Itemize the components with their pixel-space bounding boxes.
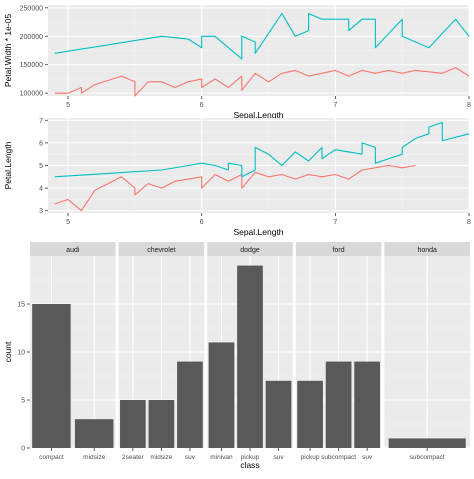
x-tick-label: 5 <box>66 219 70 226</box>
bar-chevrolet-2seater <box>120 400 146 448</box>
y-tick-label: 4 <box>39 186 43 193</box>
x-tick-label: 7 <box>333 102 337 109</box>
x-axis-title: Sepal.Length <box>233 110 283 120</box>
series-line-2 <box>54 12 470 60</box>
x-tick-label: suv <box>185 454 196 461</box>
y-tick-label: 200000 <box>20 34 43 41</box>
y-axis-title: Petal.Width * 1e-05 <box>3 14 13 88</box>
facet-strip <box>30 242 116 256</box>
x-tick-label: 8 <box>467 102 471 109</box>
x-tick-label: minivan <box>210 454 233 461</box>
x-tick-label: 8 <box>467 219 471 226</box>
y-tick-label: 150000 <box>20 62 43 69</box>
x-tick-label: 6 <box>200 219 204 226</box>
x-tick-label: subcompact <box>410 454 445 461</box>
series-line-2 <box>54 121 470 178</box>
y-tick-label: 250000 <box>20 5 43 12</box>
x-tick-label: 6 <box>200 102 204 109</box>
bar-dodge-pickup <box>237 265 263 448</box>
x-axis-title: Sepal.Length <box>233 227 283 237</box>
facet-strip <box>295 242 382 256</box>
x-tick-label: 7 <box>333 219 337 226</box>
facet-strip-label: dodge <box>240 247 260 254</box>
facet-strip <box>207 242 293 256</box>
facet-strip-label: ford <box>333 247 345 254</box>
y-tick-label: 15 <box>17 302 25 309</box>
y-tick-label: 10 <box>17 350 25 357</box>
facet-strip-label: chevrolet <box>147 247 175 254</box>
y-axis-title: Petal.Length <box>3 141 13 189</box>
facet-strip <box>384 242 470 256</box>
bar-honda-subcompact <box>388 438 466 448</box>
x-axis-title: class <box>240 460 259 470</box>
series-line-1 <box>54 67 470 97</box>
bar-dodge-minivan <box>208 342 235 448</box>
bar-ford-pickup <box>297 380 323 448</box>
x-tick-label: subcompact <box>321 454 356 461</box>
bar-chevrolet-midsize <box>148 400 175 448</box>
x-tick-label: 2seater <box>122 454 145 461</box>
facet-strip-label: audi <box>66 247 80 254</box>
y-tick-label: 6 <box>39 140 43 147</box>
x-tick-label: 5 <box>66 102 70 109</box>
x-tick-label: suv <box>362 454 373 461</box>
series-line-1 <box>54 164 416 212</box>
bar-ford-subcompact <box>325 361 352 448</box>
y-tick-label: 7 <box>39 118 43 125</box>
x-tick-label: suv <box>273 454 284 461</box>
x-tick-label: midsize <box>83 454 105 461</box>
bar-dodge-suv <box>265 380 292 448</box>
bar-chevrolet-suv <box>177 361 203 448</box>
bar-audi-compact <box>32 304 71 448</box>
y-axis-title: count <box>3 341 13 362</box>
bar-ford-suv <box>354 361 380 448</box>
x-tick-label: pickup <box>241 454 260 461</box>
x-tick-label: compact <box>39 454 64 461</box>
y-tick-label: 3 <box>39 208 43 215</box>
x-tick-label: pickup <box>301 454 320 461</box>
y-tick-label: 0 <box>21 446 25 453</box>
y-tick-label: 5 <box>39 163 43 170</box>
x-tick-label: midsize <box>150 454 172 461</box>
y-tick-label: 5 <box>21 398 25 405</box>
facet-strip-label: honda <box>417 247 437 254</box>
y-tick-label: 100000 <box>20 91 43 98</box>
facet-strip <box>118 242 205 256</box>
bar-audi-midsize <box>74 419 114 448</box>
